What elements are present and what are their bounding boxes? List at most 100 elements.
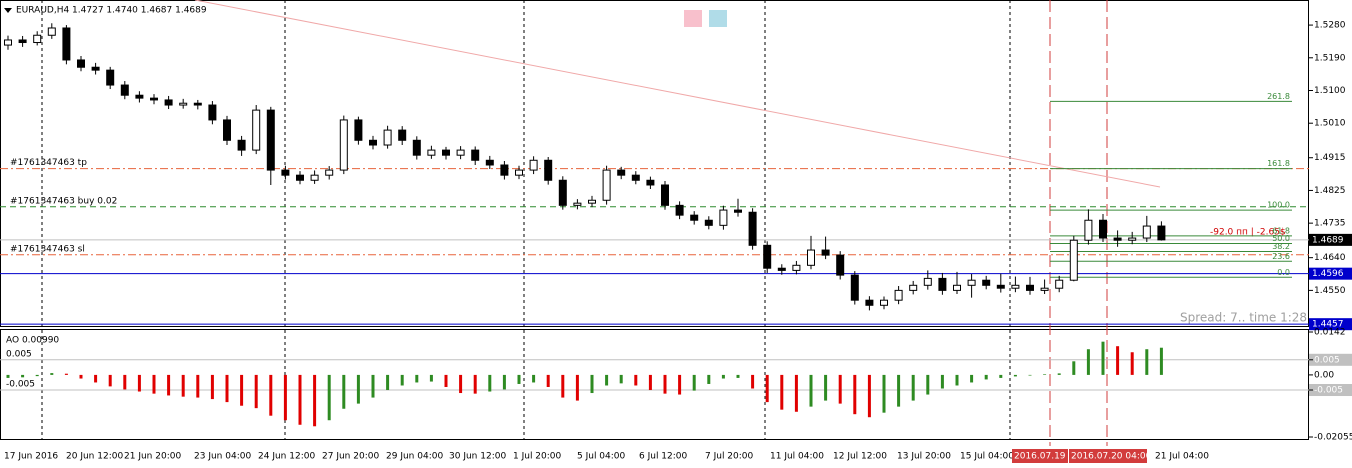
candle-body [1040,287,1049,291]
ao-bar [970,374,974,383]
candle-body [558,179,567,206]
y-tick-label: 1.4825 [1314,186,1346,196]
ao-bar [1072,361,1076,375]
y-tick-label: -0.005 [1314,386,1343,396]
ao-bar [911,374,915,401]
ao-frame [0,329,1309,440]
candle-body [923,277,932,286]
cursor-label: 2016.07.20 04:00 [1071,452,1152,462]
ao-bar [1043,374,1047,375]
level-box [1309,353,1352,366]
ao-bar [853,374,857,415]
y-tick-label: 0.0142 [1314,328,1346,338]
ao-bar [50,373,54,375]
x-tick-label: 23 Jun 04:00 [194,452,251,462]
candle-body [471,149,480,161]
ao-bar [619,374,623,384]
x-tick-label: 12 Jul 12:00 [833,452,887,462]
candle-body [982,279,991,286]
x-tick-label: 13 Jul 20:00 [897,452,951,462]
ao-bar [123,374,127,390]
y-tick-label: 1.4735 [1314,219,1346,229]
candle-body [500,164,509,176]
ao-bar [386,374,390,391]
trend-line [194,0,1161,188]
candle-body [33,34,42,44]
ao-bar [35,374,39,377]
cursor-label-box [1069,449,1147,463]
x-tick-label: 30 Jun 12:00 [449,452,506,462]
candle-body [266,109,275,171]
x-tick-label: 17 Jun 2016 [4,452,58,462]
ao-bar [605,374,609,386]
candle-body [529,159,538,171]
fibo-label: 100.0 [1267,201,1290,210]
ao-bar [283,374,287,421]
candle-body [792,264,801,271]
ao-bar [137,374,141,392]
candle-body [1055,279,1064,289]
ao-bar [999,374,1003,378]
candle-body [179,102,188,106]
candle-body [953,284,961,291]
price-label: 1.4689 [1312,235,1344,245]
candle-body [675,204,684,216]
candle-body [252,109,261,151]
y-tick-label: -0.02055 [1314,433,1352,443]
candle-body [777,267,786,271]
candle-body [573,202,582,206]
period-separators [41,0,1011,440]
candle-body [237,139,246,151]
cursor-label-box [1012,449,1068,463]
fibo-label: 61.8 [1272,226,1290,235]
status-text: Spread: 7.. time 1:28 [1180,311,1307,325]
candle-body [704,219,713,226]
ao-bar [167,374,171,396]
candle-body [456,149,465,156]
price-box [1309,233,1352,246]
ao-bar [546,374,550,387]
candle-body [398,129,407,141]
ao-bar [210,374,214,400]
x-tick-label: 6 Jul 12:00 [639,452,688,462]
main-frame [0,0,1309,327]
y-tick-label: 1.4550 [1314,286,1346,296]
ao-bar [152,374,156,394]
x-tick-label: 21 Jul 04:00 [1155,452,1209,462]
ao-bar [225,374,229,403]
profit-text: -92.0 пп | -2.65$ [1210,228,1286,238]
candle-body [91,66,100,71]
y-tick-label: 0.005 [1314,355,1340,365]
ao-bar [429,374,433,382]
ao-bar [473,374,477,394]
ao-bar [765,374,769,403]
candle-body [18,39,27,44]
candle-body [164,99,173,106]
ao-bar [532,374,536,383]
candle-body [223,119,231,141]
candle-body [602,169,611,201]
candle-body [354,119,363,141]
ao-bar [838,374,842,404]
ao-bar [897,374,901,407]
ao-bar [415,374,419,383]
candle-body [967,279,976,286]
ao-bar [1086,349,1090,375]
candle-body [383,129,392,146]
candle-body [281,169,290,176]
ao-bar [1013,374,1017,377]
ao-bar [867,374,871,418]
x-tick-label: 15 Jul 04:00 [960,452,1014,462]
ao-bar [707,374,711,384]
fibo-label: 23.6 [1272,252,1290,261]
ao-bar [648,374,652,391]
fibo-label: 50.0 [1272,234,1290,243]
menu-triangle [4,8,12,13]
ao-bar [459,374,463,394]
ao-bar [517,374,521,384]
ao-bar [240,374,244,406]
candle-body [865,299,874,306]
candle-body [894,289,903,301]
y-tick-label: 1.5100 [1314,86,1346,96]
candle-body [1026,284,1034,291]
